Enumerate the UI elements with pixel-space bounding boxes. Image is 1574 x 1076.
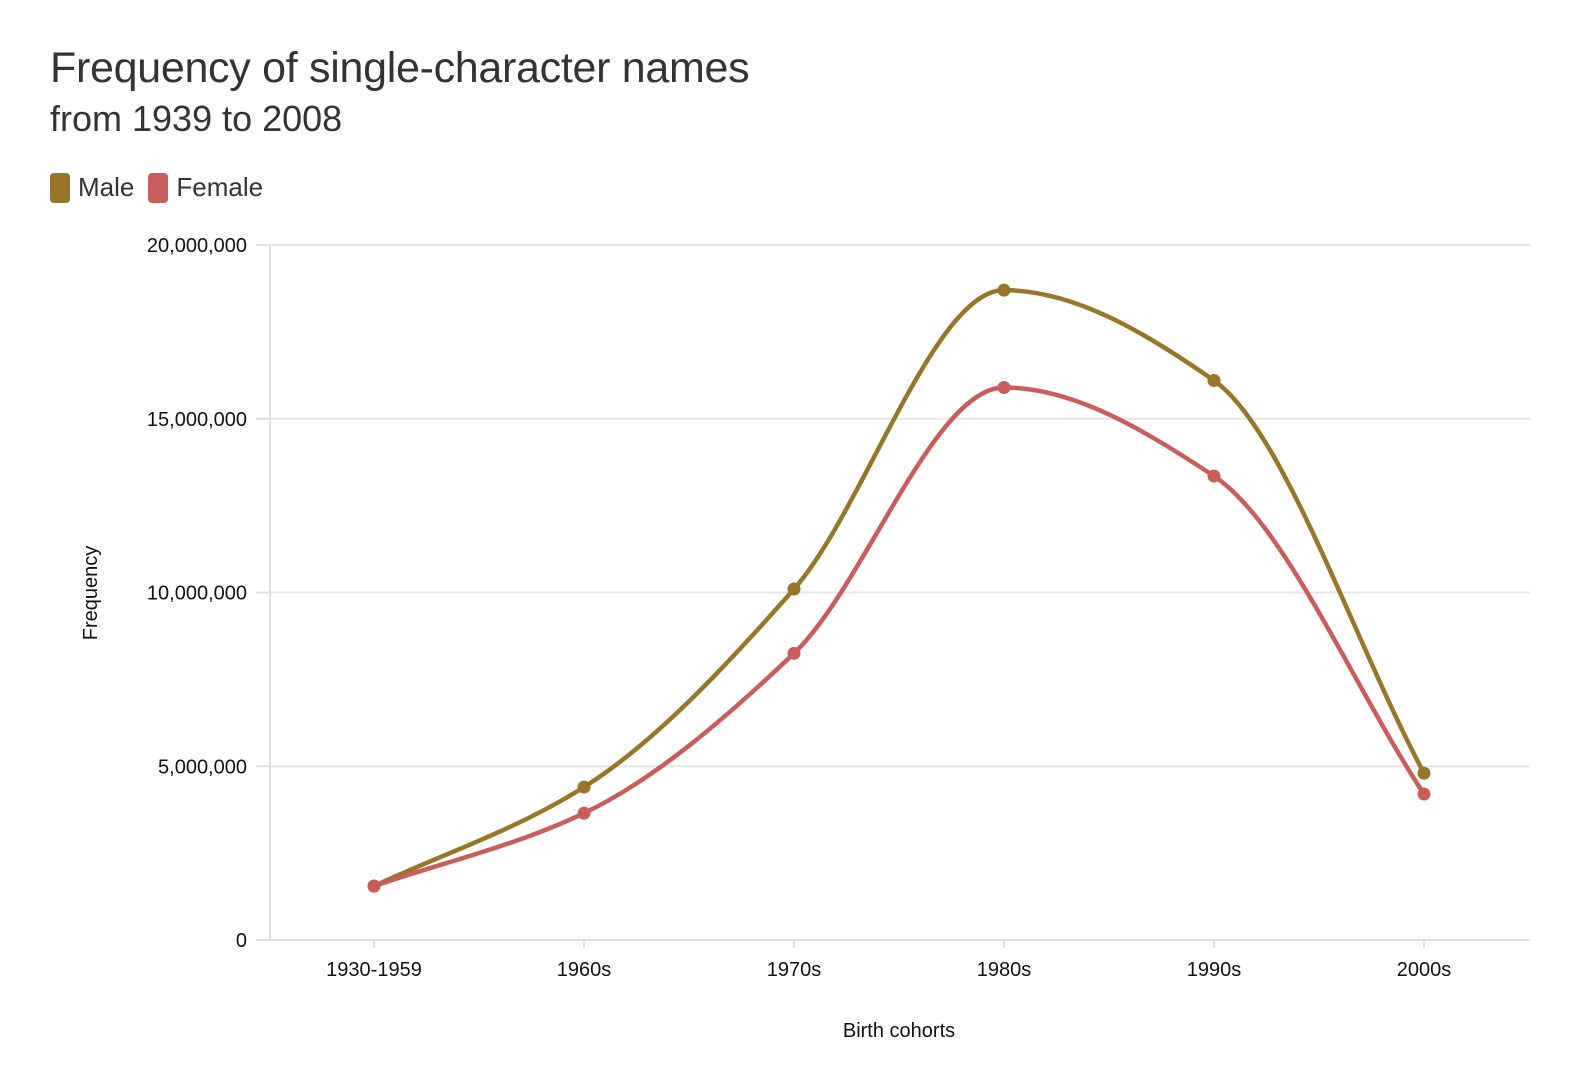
data-point-male — [1417, 766, 1431, 780]
y-tick-label: 0 — [236, 930, 247, 952]
series-line-male — [371, 287, 1427, 889]
data-point-female — [787, 646, 801, 660]
x-tick-label: 1980s — [977, 959, 1032, 981]
chart-title: Frequency of single-character names — [50, 44, 750, 92]
legend-item-female[interactable]: Female — [148, 172, 263, 203]
series-lines — [371, 287, 1427, 889]
y-tick-label: 5,000,000 — [158, 756, 247, 778]
x-tick-label: 1990s — [1187, 959, 1242, 981]
data-point-female — [1207, 469, 1221, 483]
x-tick-label: 1960s — [557, 959, 612, 981]
gridlines — [270, 244, 1530, 768]
data-point-male — [787, 582, 801, 596]
x-axis-ticks: 1930-1959 1960s 1970s 1980s 1990s 2000s — [326, 940, 1451, 981]
data-point-female — [1417, 787, 1431, 801]
y-tick-label: 10,000,000 — [147, 583, 247, 605]
x-tick-label: 1970s — [767, 959, 822, 981]
legend-swatch-female — [148, 172, 169, 203]
legend: Male Female — [50, 172, 277, 203]
y-tick-label: 20,000,000 — [147, 235, 247, 257]
legend-item-male[interactable]: Male — [50, 172, 134, 203]
data-point-female — [367, 879, 381, 893]
x-axis-title: Birth cohorts — [843, 1020, 955, 1042]
data-point-female — [997, 380, 1011, 394]
chart-subtitle: from 1939 to 2008 — [50, 98, 343, 139]
legend-label-male: Male — [78, 172, 135, 202]
x-tick-label: 2000s — [1397, 959, 1452, 981]
y-axis-ticks: 0 5,000,000 10,000,000 15,000,000 20,000,000 — [147, 235, 270, 952]
x-tick-label: 1930-1959 — [326, 959, 422, 981]
y-tick-label: 15,000,000 — [147, 409, 247, 431]
data-point-male — [1207, 374, 1221, 388]
legend-swatch-male — [50, 172, 70, 203]
y-axis-title: Frequency — [80, 546, 102, 641]
series-line-female — [371, 385, 1427, 889]
data-point-male — [577, 780, 591, 794]
series-points — [367, 283, 1431, 893]
legend-label-female: Female — [176, 172, 264, 202]
data-point-male — [997, 283, 1011, 297]
data-point-female — [577, 806, 591, 820]
